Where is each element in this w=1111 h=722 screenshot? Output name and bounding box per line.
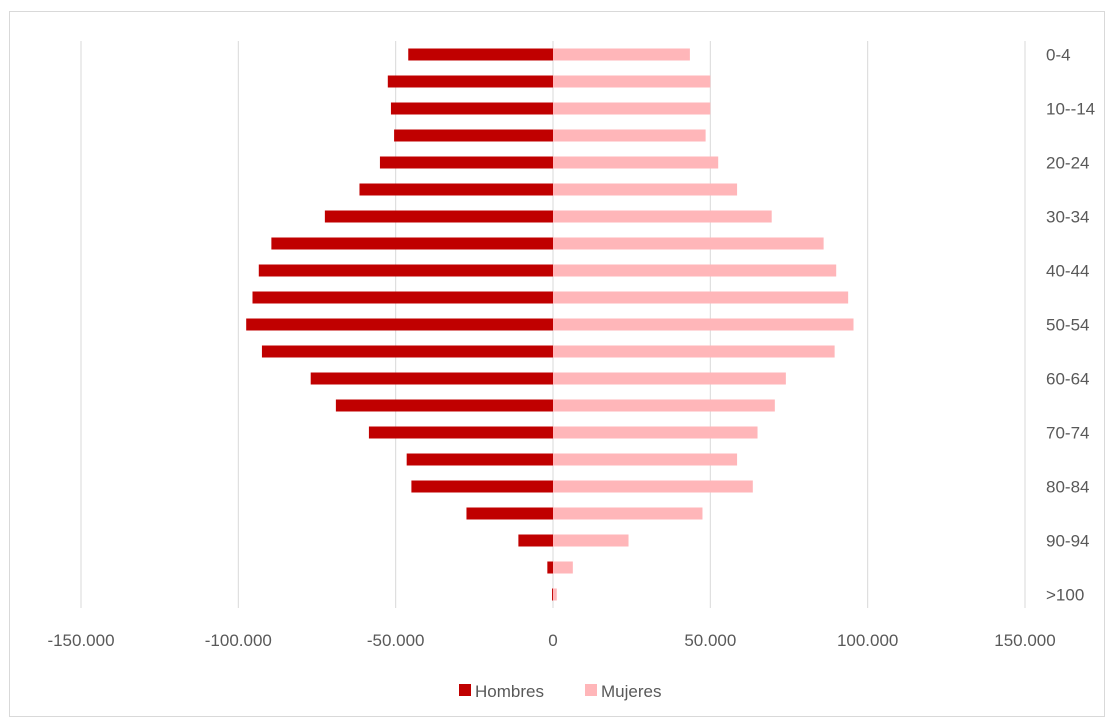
bar-mujeres-6 <box>553 210 772 223</box>
x-tick-label: -100.000 <box>205 631 272 650</box>
bar-mujeres-19 <box>553 561 573 574</box>
bar-mujeres-12 <box>553 372 786 385</box>
y-tick-label: 60-64 <box>1046 370 1089 389</box>
y-tick-label: 30-34 <box>1046 208 1089 227</box>
bar-mujeres-9 <box>553 291 849 304</box>
x-tick-label: -50.000 <box>367 631 425 650</box>
bar-mujeres-1 <box>553 75 711 88</box>
x-tick-label: 150.000 <box>994 631 1055 650</box>
bar-mujeres-17 <box>553 507 703 520</box>
bar-hombres-9 <box>252 291 553 304</box>
bar-hombres-10 <box>246 318 553 331</box>
legend-swatch-hombres <box>459 684 471 696</box>
bar-hombres-17 <box>466 507 553 520</box>
bar-hombres-3 <box>394 129 553 142</box>
bar-mujeres-4 <box>553 156 719 169</box>
bar-mujeres-2 <box>553 102 711 115</box>
bar-hombres-11 <box>261 345 553 358</box>
legend-label-mujeres: Mujeres <box>601 682 661 701</box>
bar-mujeres-5 <box>553 183 738 196</box>
chart-frame <box>9 11 1105 717</box>
bar-hombres-2 <box>390 102 553 115</box>
legend: Hombres Mujeres <box>459 682 661 701</box>
bar-mujeres-8 <box>553 264 837 277</box>
bar-hombres-5 <box>359 183 553 196</box>
y-tick-label: 50-54 <box>1046 316 1089 335</box>
y-tick-label: 20-24 <box>1046 154 1089 173</box>
bar-hombres-20 <box>552 588 553 601</box>
bar-hombres-7 <box>271 237 553 250</box>
bar-mujeres-7 <box>553 237 824 250</box>
y-tick-label: >100 <box>1046 586 1084 605</box>
y-tick-label: 10--14 <box>1046 100 1095 119</box>
bar-mujeres-3 <box>553 129 706 142</box>
y-tick-label: 0-4 <box>1046 46 1071 65</box>
bar-mujeres-14 <box>553 426 758 439</box>
bar-hombres-6 <box>324 210 553 223</box>
bar-hombres-18 <box>518 534 553 547</box>
y-axis-ticks: 0-4 10--14 20-24 30-34 40-44 50-54 60-64 70-74 8… <box>1046 46 1095 605</box>
legend-swatch-mujeres <box>585 684 597 696</box>
bar-hombres-16 <box>411 480 553 493</box>
bar-mujeres-13 <box>553 399 775 412</box>
x-tick-label: 0 <box>548 631 557 650</box>
bar-mujeres-10 <box>553 318 854 331</box>
y-tick-label: 70-74 <box>1046 424 1089 443</box>
x-tick-label: -150.000 <box>47 631 114 650</box>
bar-mujeres-16 <box>553 480 753 493</box>
bar-hombres-0 <box>408 48 553 61</box>
bar-hombres-15 <box>406 453 553 466</box>
x-tick-label: 50.000 <box>684 631 736 650</box>
y-tick-label: 90-94 <box>1046 532 1089 551</box>
bar-mujeres-15 <box>553 453 738 466</box>
y-tick-label: 40-44 <box>1046 262 1089 281</box>
bar-hombres-14 <box>368 426 553 439</box>
bar-hombres-4 <box>379 156 553 169</box>
bar-hombres-13 <box>335 399 553 412</box>
y-tick-label: 80-84 <box>1046 478 1089 497</box>
bar-mujeres-20 <box>553 588 557 601</box>
bar-hombres-1 <box>387 75 553 88</box>
bar-hombres-12 <box>310 372 553 385</box>
bar-mujeres-11 <box>553 345 835 358</box>
bar-mujeres-18 <box>553 534 629 547</box>
bar-hombres-8 <box>258 264 553 277</box>
bars <box>246 48 854 601</box>
legend-label-hombres: Hombres <box>475 682 544 701</box>
bar-hombres-19 <box>547 561 553 574</box>
bar-mujeres-0 <box>553 48 690 61</box>
x-axis-ticks: -150.000 -100.000 -50.000 0 50.000 100.000 150… <box>47 631 1055 650</box>
x-tick-label: 100.000 <box>837 631 898 650</box>
